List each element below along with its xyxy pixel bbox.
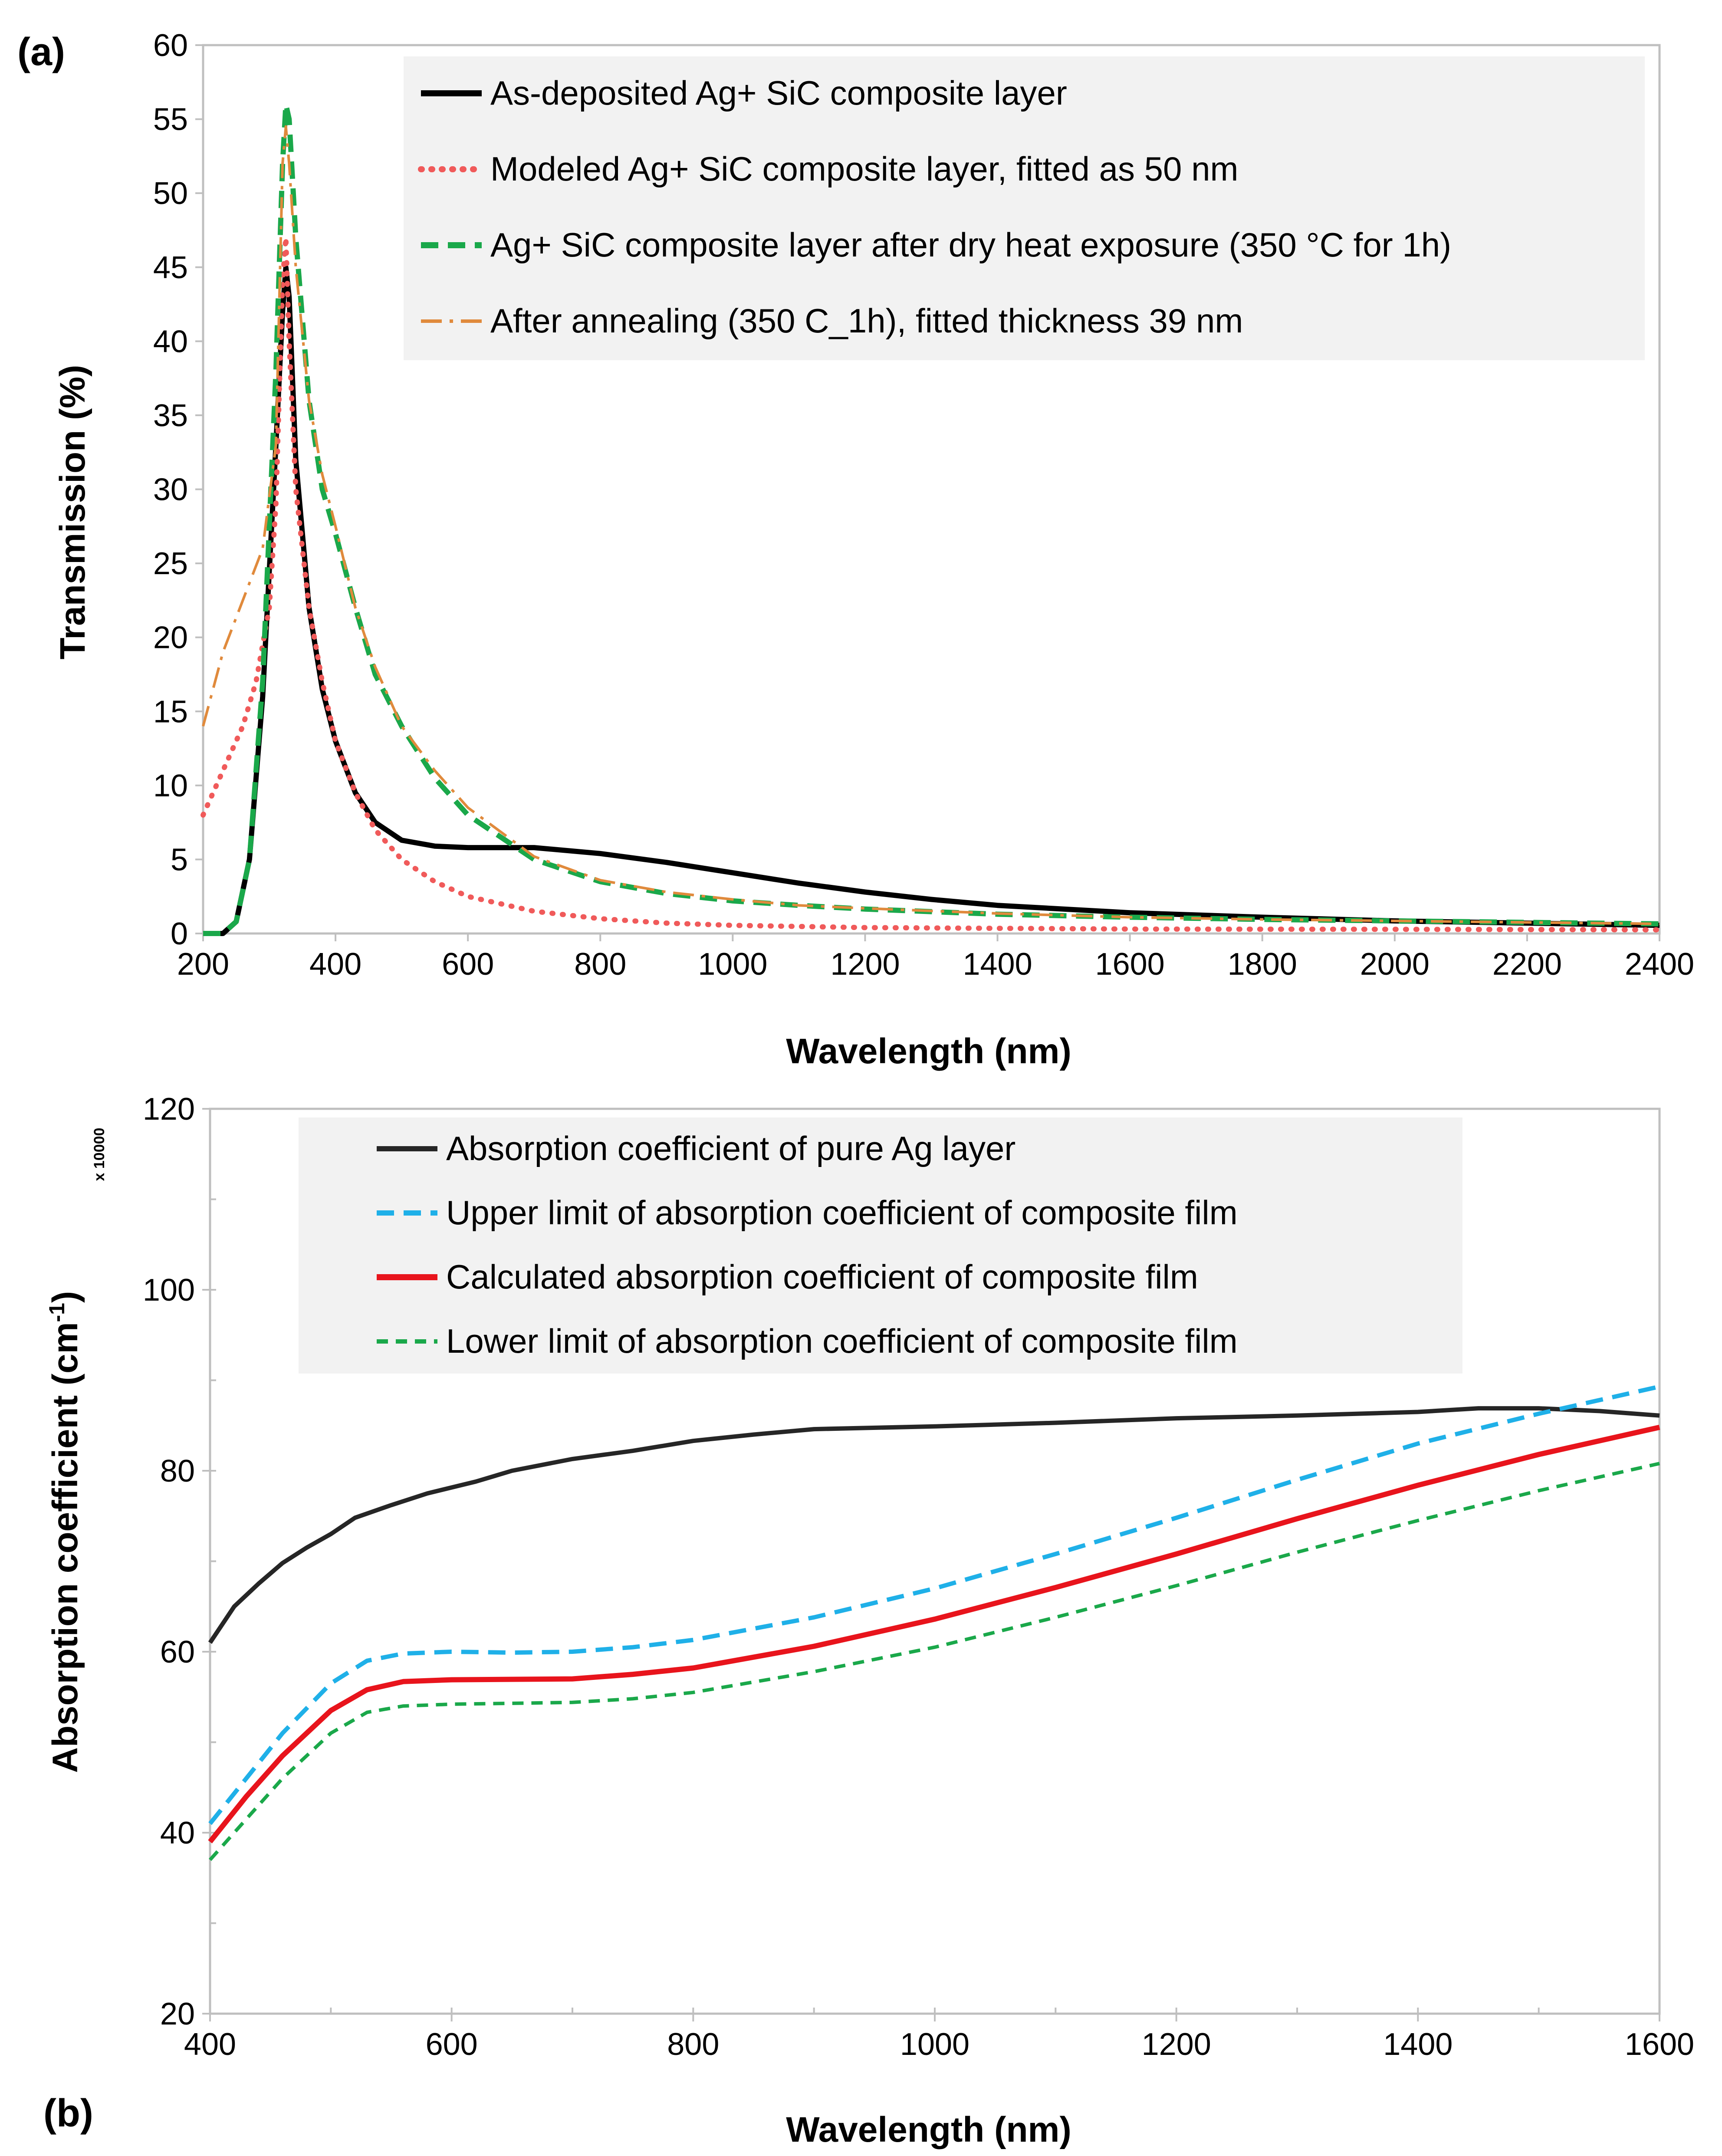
panel-label-b: (b)	[43, 2092, 93, 2135]
series-line-1	[208, 1406, 1660, 1644]
x-axis-label-b: Wavelength (nm)	[786, 2110, 1071, 2149]
y-tick-label: 35	[153, 398, 188, 433]
y-tick-label: 55	[153, 102, 188, 137]
legend-label-1: Absorption coefficient of pure Ag layer	[446, 1129, 1015, 1167]
y-tick-label: 100	[143, 1273, 195, 1308]
y-tick-label: 45	[153, 250, 188, 285]
x-tick-label: 400	[184, 2027, 236, 2062]
y-tick-label: 25	[153, 546, 188, 581]
x-tick-label: 1600	[1625, 2027, 1694, 2062]
series-line-2	[200, 235, 1662, 933]
x-tick-label: 1600	[1095, 947, 1165, 982]
x-axis-label-a: Wavelength (nm)	[786, 1032, 1071, 1071]
x-tick-label: 400	[309, 947, 361, 982]
y-tick-label: 20	[153, 621, 188, 655]
series-line-4	[209, 1462, 1660, 1861]
chart-panel-a: 200 400 600 800 1000 1200 1400 1600 1800 2000 2200…	[17, 28, 1694, 1071]
legend-label-1: As-deposited Ag+ SiC composite layer	[490, 74, 1067, 112]
x-tick-label: 1200	[1142, 2027, 1211, 2062]
x-tick-label: 800	[667, 2027, 719, 2062]
y-tick-label: 60	[153, 28, 188, 63]
x-tick-label: 1400	[1383, 2027, 1453, 2062]
panel-label-a: (a)	[17, 30, 65, 74]
y-tick-label: 50	[153, 176, 188, 211]
y-tick-label: 0	[171, 917, 188, 951]
x-tick-label: 2200	[1492, 947, 1562, 982]
series-line-3	[208, 1425, 1660, 1844]
legend-label-4: Lower limit of absorption coefficient of…	[446, 1322, 1238, 1360]
legend-background-b	[299, 1117, 1462, 1374]
x-tick-label: 1200	[830, 947, 900, 982]
legend-b: Absorption coefficient of pure Ag layer U…	[299, 1117, 1462, 1374]
y-axis-label-b: Absorption coefficient (cm-1)	[45, 1291, 85, 1773]
y-tick-label: 40	[160, 1816, 195, 1850]
y-tick-label: 80	[160, 1454, 195, 1489]
legend-label-2: Modeled Ag+ SiC composite layer, fitted …	[490, 150, 1238, 188]
y-tick-label: 20	[160, 1997, 195, 2031]
y-axis-label-b-sup: -1	[45, 1303, 69, 1322]
y-axis-label-a: Transmission (%)	[53, 365, 92, 660]
legend-a: As-deposited Ag+ SiC composite layer Mode…	[404, 56, 1645, 360]
x-tick-label: 2400	[1625, 947, 1694, 982]
x-tick-label: 1000	[698, 947, 767, 982]
y-tick-label: 40	[153, 324, 188, 359]
x-tick-label: 600	[426, 2027, 478, 2062]
legend-label-2: Upper limit of absorption coefficient of…	[446, 1193, 1238, 1232]
y-tick-label: 15	[153, 694, 188, 729]
y-tick-label: 10	[153, 769, 188, 803]
y-tick-label: 120	[143, 1092, 195, 1127]
legend-label-4: After annealing (350 C_1h), fitted thick…	[490, 302, 1243, 340]
x-tick-label: 2000	[1360, 947, 1430, 982]
x-tick-label: 1000	[900, 2027, 969, 2062]
y-tick-label: 30	[153, 473, 188, 507]
y-axis-multiplier-b: x 10000	[91, 1128, 108, 1181]
y-axis-label-b-close: )	[46, 1291, 85, 1303]
chart-panel-b: 400 600 800 1000 1200 1400 160020406080100120 …	[43, 1092, 1694, 2149]
x-tick-label: 1400	[963, 947, 1032, 982]
x-tick-label: 600	[442, 947, 494, 982]
y-tick-label: 5	[171, 842, 188, 877]
legend-label-3: Calculated absorption coefficient of com…	[446, 1258, 1198, 1296]
y-tick-label: 60	[160, 1635, 195, 1670]
legend-label-3: Ag+ SiC composite layer after dry heat e…	[490, 226, 1451, 264]
x-tick-label: 800	[574, 947, 626, 982]
y-axis-label-b-main: Absorption coefficient (cm	[46, 1322, 85, 1773]
series-line-4	[202, 125, 1660, 925]
legend-background-a	[404, 56, 1645, 360]
x-tick-label: 200	[177, 947, 229, 982]
x-tick-label: 1800	[1228, 947, 1297, 982]
series-line-3	[203, 102, 1660, 936]
series-line-2	[208, 1384, 1660, 1825]
